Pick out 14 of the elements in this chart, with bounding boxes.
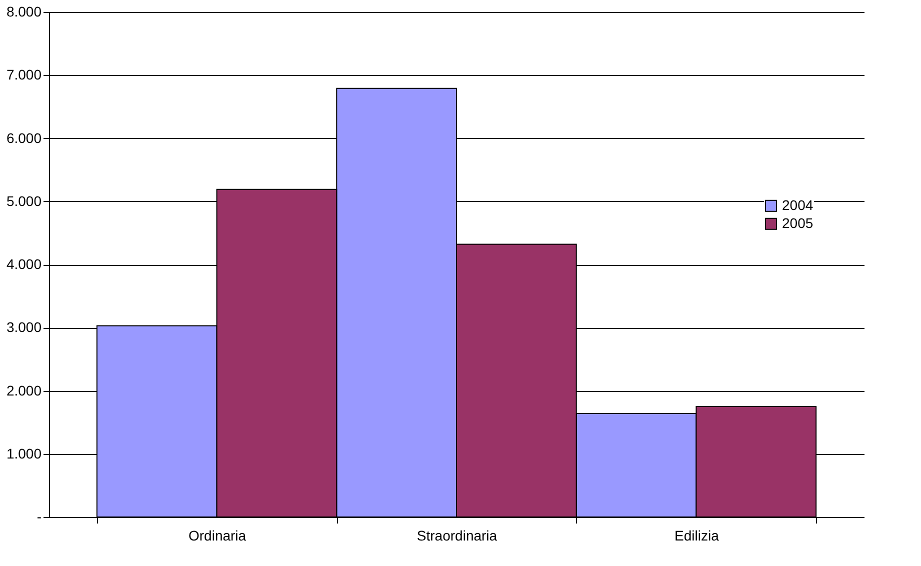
- y-tick-label: 3.000: [6, 319, 42, 336]
- legend-label: 2004: [782, 196, 814, 213]
- y-tick-label: 5.000: [6, 192, 42, 209]
- y-tick-label: 2.000: [6, 382, 42, 398]
- y-tick-label: 7.000: [6, 66, 42, 83]
- legend-label: 2005: [782, 214, 814, 231]
- x-tick-label: Straordinaria: [416, 528, 498, 544]
- x-tick-label: Ordinaria: [188, 528, 246, 544]
- x-tick-label: Edilizia: [674, 528, 720, 544]
- y-tick-label: 8.000: [6, 4, 42, 20]
- y-tick-label: 6.000: [6, 130, 42, 146]
- y-tick-label: 1.000: [6, 445, 42, 462]
- y-tick-label: -: [36, 508, 42, 524]
- y-tick-label: 4.000: [6, 256, 42, 272]
